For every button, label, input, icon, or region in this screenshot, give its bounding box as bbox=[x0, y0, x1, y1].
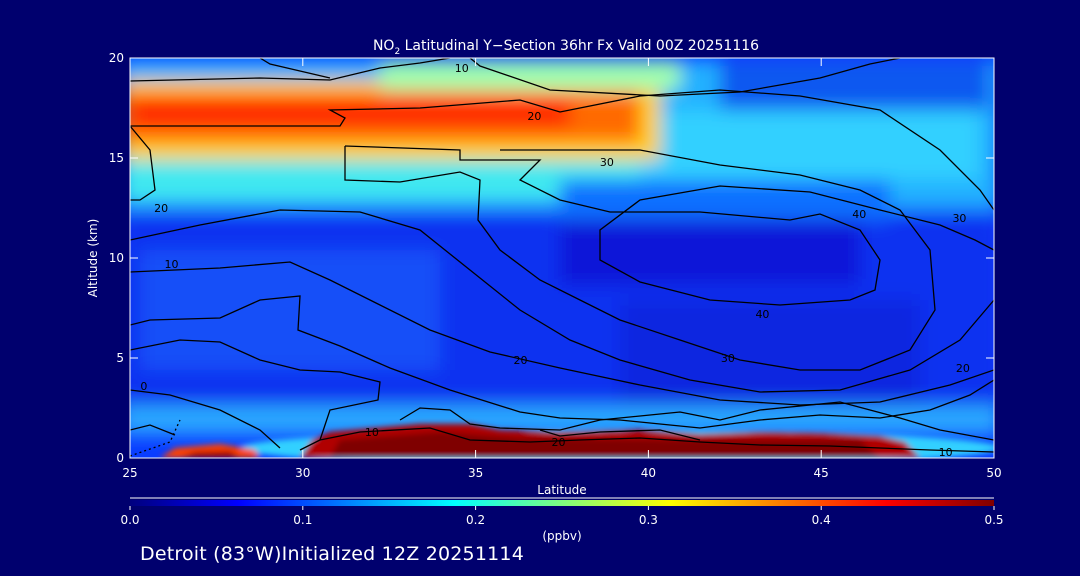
contour-lines bbox=[130, 58, 994, 457]
x-axis-label: Latitude bbox=[537, 483, 586, 497]
colorbar-tick-label: 0.5 bbox=[984, 513, 1003, 527]
colorbar-tick-label: 0.1 bbox=[293, 513, 312, 527]
contour-label: 10 bbox=[365, 426, 379, 439]
colorbar-tick-label: 0.4 bbox=[812, 513, 831, 527]
colorbar-ticks: 0.0 0.1 0.2 0.3 0.4 0.5 bbox=[120, 506, 1004, 527]
contour-labels: 10 20 30 20 10 40 30 40 30 20 20 0 10 20 10 bbox=[140, 62, 970, 459]
contour-label: 20 bbox=[527, 110, 541, 123]
colorbar-tick-label: 0.0 bbox=[120, 513, 139, 527]
x-tick-label: 40 bbox=[641, 466, 656, 480]
heatmap-field: 10 20 30 20 10 40 30 40 30 20 20 0 10 20 10 bbox=[130, 58, 994, 459]
contour-label: 0 bbox=[140, 380, 147, 393]
y-tick-label: 15 bbox=[109, 151, 124, 165]
y-tick-label: 5 bbox=[116, 351, 124, 365]
contour-label: 10 bbox=[455, 62, 469, 75]
contour-label: 40 bbox=[755, 308, 769, 321]
y-tick-label: 0 bbox=[116, 451, 124, 465]
contour-label: 20 bbox=[956, 362, 970, 375]
contour-label: 30 bbox=[600, 156, 614, 169]
contour-label: 20 bbox=[154, 202, 168, 215]
colorbar-label: (ppbv) bbox=[542, 529, 581, 543]
contour-label: 10 bbox=[939, 446, 953, 459]
contour-label: 30 bbox=[721, 352, 735, 365]
x-axis-ticks: 25 30 35 40 45 50 bbox=[122, 58, 1002, 480]
x-tick-label: 45 bbox=[814, 466, 829, 480]
contour-label: 20 bbox=[514, 354, 528, 367]
chart-title: NO2 Latitudinal Y−Section 36hr Fx Valid … bbox=[373, 38, 759, 57]
colorbar bbox=[130, 500, 994, 506]
contour-label: 40 bbox=[852, 208, 866, 221]
colorbar-tick-label: 0.2 bbox=[466, 513, 485, 527]
y-tick-label: 10 bbox=[109, 251, 124, 265]
y-axis-label: Altitude (km) bbox=[86, 219, 100, 298]
y-tick-label: 20 bbox=[109, 51, 124, 65]
colorbar-tick-label: 0.3 bbox=[639, 513, 658, 527]
contour-label: 20 bbox=[552, 436, 566, 449]
x-tick-label: 25 bbox=[122, 466, 137, 480]
x-tick-label: 30 bbox=[295, 466, 310, 480]
y-axis-ticks: 0 5 10 15 20 bbox=[109, 51, 994, 465]
contour-label: 30 bbox=[952, 212, 966, 225]
footer-caption: Detroit (83°W)Initialized 12Z 20251114 bbox=[140, 543, 525, 565]
x-tick-label: 35 bbox=[468, 466, 483, 480]
contour-label: 10 bbox=[164, 258, 178, 271]
x-tick-label: 50 bbox=[986, 466, 1001, 480]
